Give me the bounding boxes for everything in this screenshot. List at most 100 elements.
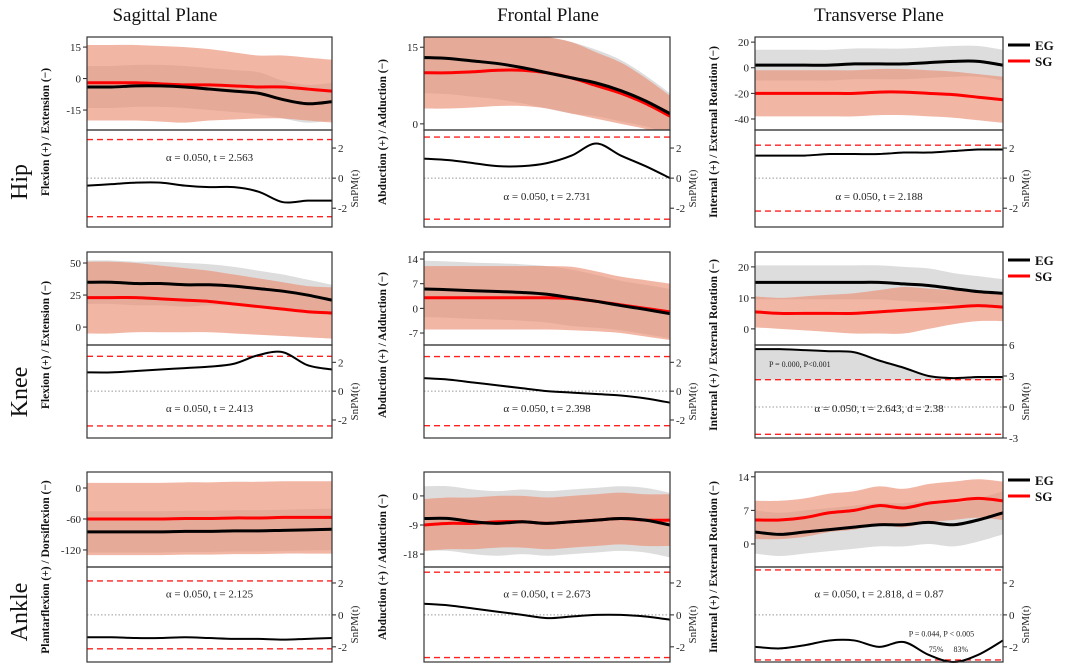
spm-tick-label: 6 <box>1009 340 1015 352</box>
y-tick-label: -15 <box>66 105 81 117</box>
legend-label-eg: EG <box>1035 38 1054 53</box>
y-axis-label: Plantarflexion (+) / Dorsiflexion (−) <box>40 480 52 654</box>
eg-mean-line <box>755 511 1003 536</box>
y-tick-label: 7 <box>744 505 750 517</box>
kinematics-plot <box>424 485 670 558</box>
y-tick-label: 20 <box>738 262 750 274</box>
spm-statistics-text: α = 0.050, t = 2.673 <box>503 588 591 600</box>
panel-hip-1: 15 0 2 0 -2 α = 0.050, t = 2.731 SnPM(t) Abduct… <box>377 36 699 228</box>
cluster-p-value-text: P = 0.000, P<0.001 <box>769 360 831 369</box>
cluster-boundary-label: 75% <box>929 645 944 654</box>
spm-axis-label: SnPM(t) <box>1020 605 1032 643</box>
eg-mean-line <box>87 280 332 302</box>
legend-label-sg: SG <box>1035 269 1052 284</box>
y-axis-label: Internal (+) / External Rotation (−) <box>708 46 720 218</box>
sg-sd-band <box>424 266 670 341</box>
spm-t-curve <box>423 142 671 180</box>
spm-tick-label: 2 <box>1009 578 1015 590</box>
spm-frame <box>86 344 333 439</box>
spm-statistics-text: α = 0.050, t = 2.731 <box>503 191 590 203</box>
y-tick-label: 0 <box>744 539 750 551</box>
panel-ankle-0: 0 -60 -120 2 0 -2 α = 0.050, t = 2.125 SnPM(t) P… <box>40 471 361 663</box>
spm-tick-label: 0 <box>676 173 682 185</box>
spm-tick-label: 0 <box>338 610 344 622</box>
y-tick-label: 15 <box>407 42 419 54</box>
y-axis-label: Abduction (+) / Adduction (−) <box>377 494 389 640</box>
spm-axis-label: SnPM(t) <box>349 605 361 643</box>
y-tick-label: 0 <box>76 483 82 495</box>
spm-plot <box>755 144 1004 212</box>
sg-mean-line <box>755 496 1003 522</box>
spm-t-curve <box>423 377 671 404</box>
cluster-boundary-label: 83% <box>954 645 969 654</box>
spm-plot <box>86 580 333 650</box>
sg-mean-line <box>87 81 332 93</box>
spm-t-curve <box>86 350 333 374</box>
eg-mean-line <box>424 287 670 316</box>
y-axis-label: Abduction (+) / Adduction (−) <box>377 272 389 418</box>
spm-frame <box>423 129 671 228</box>
spm-tick-label: -3 <box>1009 433 1019 445</box>
sg-sd-band <box>755 479 1003 540</box>
sg-sd-band <box>755 68 1003 123</box>
spm-frame <box>423 344 671 439</box>
spm-frame <box>86 129 333 228</box>
spm-plot <box>754 348 1004 436</box>
panel-knee-2: 20 10 0 6 3 0 -3 α = 0.050, t = 2.643, d = 2.38… <box>708 251 1032 445</box>
y-tick-label: 14 <box>407 254 419 266</box>
y-tick-label: -18 <box>403 549 418 561</box>
panel-knee-1: 14 7 0 -7 2 0 -2 α = 0.050, t = 2.398 SnPM(t) Abd… <box>377 251 699 439</box>
sg-mean-line <box>87 515 332 521</box>
spm-tick-label: 0 <box>338 386 344 398</box>
spm-t-curve <box>755 148 1004 157</box>
y-tick-label: 7 <box>413 279 419 291</box>
y-tick-label: -7 <box>409 328 419 340</box>
sg-mean-line <box>87 296 332 315</box>
row-title: Hip <box>7 164 33 200</box>
panel-ankle-1: 0 -9 -18 2 0 -2 α = 0.050, t = 2.673 SnPM(t) Abd… <box>377 471 699 663</box>
spm-t-curve <box>754 348 1004 380</box>
kinematics-plot <box>424 260 670 341</box>
spm-tick-label: -2 <box>676 642 685 654</box>
cluster-p-value-text: P = 0.044, P < 0.005 <box>909 629 974 638</box>
spm-tick-label: 0 <box>338 173 344 185</box>
spm-tick-label: -2 <box>338 642 347 654</box>
spm-tick-label: 0 <box>676 386 682 398</box>
y-tick-label: 10 <box>738 293 750 305</box>
row-title: Ankle <box>7 583 33 642</box>
spm-statistics-text: α = 0.050, t = 2.563 <box>166 152 254 164</box>
spm-axis-label: SnPM(t) <box>1020 382 1032 420</box>
spm-tick-label: 2 <box>338 143 344 155</box>
spm-frame <box>754 344 1004 439</box>
y-axis-label: Abduction (+) / Adduction (−) <box>377 59 389 205</box>
spm-axis-label: SnPM(t) <box>687 605 699 643</box>
column-title: Frontal Plane <box>497 5 599 26</box>
y-axis-label: Internal (+) / External Rotation (−) <box>708 259 720 431</box>
spm-tick-label: -2 <box>338 415 347 427</box>
spm-axis-label: SnPM(t) <box>349 169 361 207</box>
spm-statistics-text: α = 0.050, t = 2.398 <box>503 403 591 415</box>
spm-statistics-text: α = 0.050, t = 2.125 <box>166 588 254 600</box>
y-tick-label: 0 <box>744 324 750 336</box>
spm-statistics-text: α = 0.050, t = 2.413 <box>166 403 254 415</box>
legend-label-eg: EG <box>1035 253 1054 268</box>
y-tick-label: 0 <box>76 322 82 334</box>
y-tick-label: 20 <box>738 37 750 49</box>
spm-t-curve <box>86 636 333 641</box>
spm-plot <box>423 136 671 220</box>
y-tick-label: 50 <box>70 258 82 270</box>
spm-statistics-text: α = 0.050, t = 2.818, d = 0.87 <box>814 588 944 600</box>
spm-tick-label: 2 <box>1009 143 1015 155</box>
y-tick-label: 0 <box>413 119 419 131</box>
spm-t-curve <box>754 638 1004 664</box>
y-axis-label: Flexion (+) / Extension (−) <box>40 68 52 196</box>
kinematics-plot <box>87 44 332 123</box>
kinematics-plot <box>424 37 670 130</box>
spm-tick-label: -2 <box>676 203 685 215</box>
spm-tick-label: -2 <box>338 203 347 215</box>
spm-tick-label: -2 <box>1009 642 1018 654</box>
spm-t-curve <box>86 181 333 204</box>
column-title: Sagittal Plane <box>112 5 217 26</box>
